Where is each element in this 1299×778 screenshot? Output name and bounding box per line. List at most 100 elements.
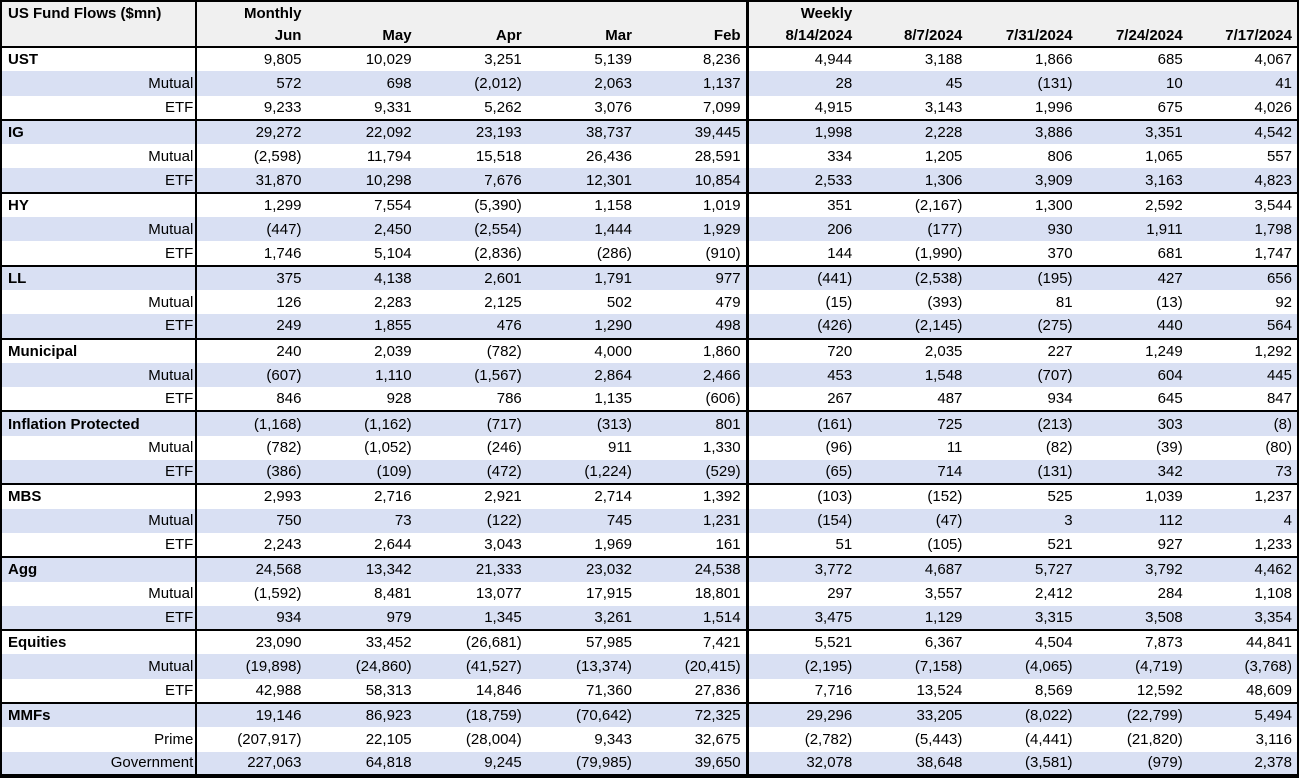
value-cell: (131) bbox=[967, 460, 1078, 485]
value-cell: (152) bbox=[857, 483, 968, 509]
value-cell: (386) bbox=[196, 460, 307, 485]
row-label: Mutual bbox=[1, 362, 198, 388]
value-cell: 1,110 bbox=[306, 362, 417, 388]
value-cell: 453 bbox=[745, 362, 858, 388]
value-cell: 73 bbox=[1187, 460, 1298, 485]
table-header: US Fund Flows ($mn) Monthly Weekly Jun M… bbox=[1, 1, 1298, 48]
value-cell: 2,228 bbox=[857, 118, 968, 145]
value-cell: 2,533 bbox=[745, 168, 858, 193]
value-cell: 33,452 bbox=[306, 629, 417, 655]
row-label: ETF bbox=[1, 460, 198, 485]
row-label: Mutual bbox=[1, 71, 198, 96]
value-cell: 2,644 bbox=[306, 532, 417, 558]
value-cell: (8) bbox=[1187, 410, 1298, 436]
value-cell: 3,188 bbox=[857, 45, 968, 72]
column-header-7-17-2024: 7/17/2024 bbox=[1187, 24, 1298, 48]
value-cell: 33,205 bbox=[857, 702, 968, 728]
value-cell: 126 bbox=[196, 289, 307, 315]
value-cell: 806 bbox=[967, 144, 1078, 169]
value-cell: 7,421 bbox=[636, 629, 748, 655]
value-cell: 15,518 bbox=[416, 144, 527, 169]
value-cell: 3,351 bbox=[1077, 118, 1188, 145]
value-cell: (1,224) bbox=[526, 460, 637, 485]
value-cell: 92 bbox=[1187, 289, 1298, 315]
row-label: ETF bbox=[1, 605, 198, 631]
value-cell: 977 bbox=[636, 264, 748, 290]
value-cell: (103) bbox=[745, 483, 858, 509]
value-cell: 5,139 bbox=[526, 45, 637, 72]
value-cell: 6,367 bbox=[857, 629, 968, 655]
header-spacer bbox=[1187, 1, 1298, 24]
value-cell: 1,233 bbox=[1187, 532, 1298, 558]
value-cell: 18,801 bbox=[636, 581, 748, 606]
value-cell: 21,333 bbox=[416, 556, 527, 582]
value-cell: 604 bbox=[1077, 362, 1188, 388]
value-cell: (313) bbox=[526, 410, 637, 436]
header-spacer bbox=[636, 1, 748, 24]
value-cell: 3,886 bbox=[967, 118, 1078, 145]
value-cell: 3,544 bbox=[1187, 191, 1298, 218]
row-label: ETF bbox=[1, 314, 198, 339]
value-cell: 297 bbox=[745, 581, 858, 606]
value-cell: 675 bbox=[1077, 95, 1188, 120]
value-cell: (3,768) bbox=[1187, 654, 1298, 679]
value-cell: 9,331 bbox=[306, 95, 417, 120]
value-cell: 44,841 bbox=[1187, 629, 1298, 655]
table-row: Mutual (1,592) 8,481 13,077 17,915 18,801 297 3… bbox=[1, 581, 1298, 606]
value-cell: (22,799) bbox=[1077, 702, 1188, 728]
value-cell: 10 bbox=[1077, 71, 1188, 96]
value-cell: 7,873 bbox=[1077, 629, 1188, 655]
category-label: Municipal bbox=[1, 337, 198, 363]
table-body: UST 9,805 10,029 3,251 5,139 8,236 4,944 3,188 1… bbox=[1, 45, 1298, 776]
value-cell: 2,035 bbox=[857, 337, 968, 363]
value-cell: (426) bbox=[745, 314, 858, 339]
value-cell: 8,481 bbox=[306, 581, 417, 606]
value-cell: (447) bbox=[196, 217, 307, 242]
value-cell: 86,923 bbox=[306, 702, 417, 728]
value-cell: (65) bbox=[745, 460, 858, 485]
value-cell: 1,330 bbox=[636, 435, 748, 461]
value-cell: 2,921 bbox=[416, 483, 527, 509]
value-cell: 24,538 bbox=[636, 556, 748, 582]
row-label: Mutual bbox=[1, 654, 198, 679]
value-cell: 1,129 bbox=[857, 605, 968, 631]
table-row: ETF (386) (109) (472) (1,224) (529) (65) 714 (13… bbox=[1, 460, 1298, 485]
value-cell: (1,567) bbox=[416, 362, 527, 388]
row-label: Mutual bbox=[1, 144, 198, 169]
value-cell: (472) bbox=[416, 460, 527, 485]
value-cell: 1,866 bbox=[967, 45, 1078, 72]
value-cell: 5,727 bbox=[967, 556, 1078, 582]
value-cell: 2,125 bbox=[416, 289, 527, 315]
value-cell: 3,076 bbox=[526, 95, 637, 120]
value-cell: 1,306 bbox=[857, 168, 968, 193]
value-cell: 564 bbox=[1187, 314, 1298, 339]
value-cell: 3,475 bbox=[745, 605, 858, 631]
value-cell: 1,855 bbox=[306, 314, 417, 339]
value-cell: 801 bbox=[636, 410, 748, 436]
table-row: Mutual (447) 2,450 (2,554) 1,444 1,929 206 (177… bbox=[1, 217, 1298, 242]
value-cell: 267 bbox=[745, 387, 858, 412]
row-label: Prime bbox=[1, 727, 198, 752]
value-cell: 1,747 bbox=[1187, 241, 1298, 266]
value-cell: 1,300 bbox=[967, 191, 1078, 218]
value-cell: 38,648 bbox=[857, 751, 968, 776]
value-cell: (28,004) bbox=[416, 727, 527, 752]
value-cell: 3,909 bbox=[967, 168, 1078, 193]
table-row: Mutual (19,898) (24,860) (41,527) (13,374) (2… bbox=[1, 654, 1298, 679]
value-cell: 1,108 bbox=[1187, 581, 1298, 606]
value-cell: 41 bbox=[1187, 71, 1298, 96]
value-cell: 1,798 bbox=[1187, 217, 1298, 242]
value-cell: 4,542 bbox=[1187, 118, 1298, 145]
value-cell: 2,283 bbox=[306, 289, 417, 315]
value-cell: 26,436 bbox=[526, 144, 637, 169]
value-cell: (246) bbox=[416, 435, 527, 461]
value-cell: 656 bbox=[1187, 264, 1298, 290]
value-cell: 8,236 bbox=[636, 45, 748, 72]
value-cell: 240 bbox=[196, 337, 307, 363]
value-cell: 681 bbox=[1077, 241, 1188, 266]
value-cell: 1,231 bbox=[636, 508, 748, 533]
value-cell: 1,019 bbox=[636, 191, 748, 218]
value-cell: 4,462 bbox=[1187, 556, 1298, 582]
value-cell: (707) bbox=[967, 362, 1078, 388]
